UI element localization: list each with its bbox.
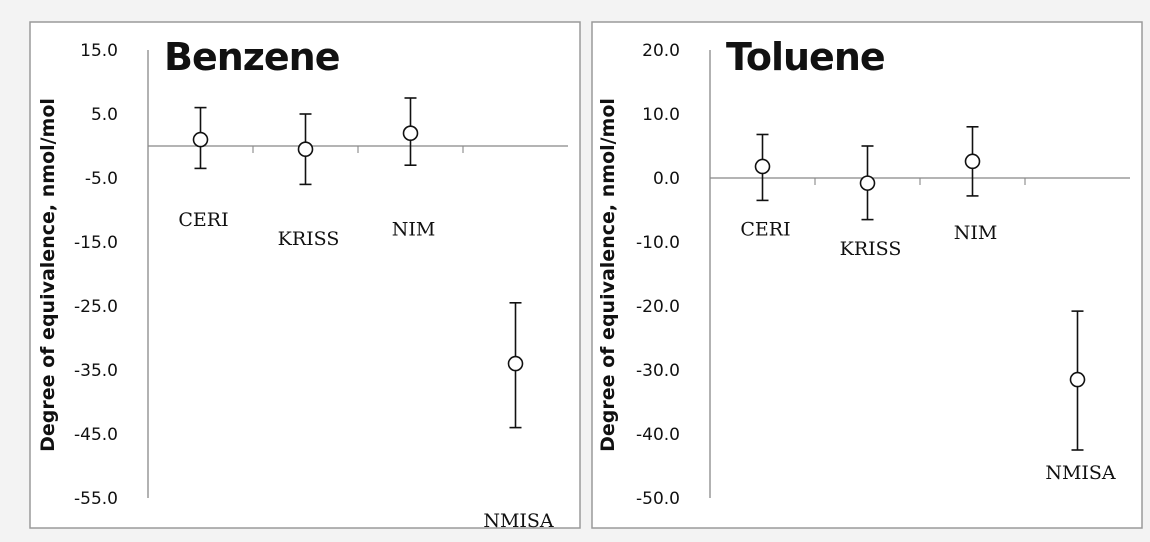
toluene-category-labels: CERI KRISS NIM NMISA — [740, 219, 1116, 484]
benzene-category-label-nmisa: NMISA — [483, 510, 554, 532]
toluene-y-tick-label: -50.0 — [636, 489, 680, 509]
toluene-y-axis-label: Degree of equivalence, nmol/mol — [597, 98, 619, 452]
toluene-y-tick-label: 0.0 — [653, 169, 680, 189]
toluene-y-tick-label: 20.0 — [642, 41, 680, 61]
toluene-data-marks — [754, 126, 1086, 451]
benzene-chart-title: Benzene — [164, 35, 340, 79]
benzene-y-tick-label: -55.0 — [74, 489, 118, 509]
toluene-point-ceri — [754, 133, 771, 202]
benzene-y-tick-label: 15.0 — [80, 41, 118, 61]
toluene-category-label-ceri: CERI — [740, 219, 790, 241]
benzene-y-axis-label: Degree of equivalence, nmol/mol — [37, 98, 59, 452]
benzene-category-label-nim: NIM — [392, 219, 436, 241]
benzene-marker-ceri — [192, 131, 209, 148]
benzene-category-label-ceri: CERI — [178, 209, 228, 231]
toluene-chart-title: Toluene — [726, 35, 885, 79]
benzene-y-ticks: 15.0 5.0 -5.0 -15.0 -25.0 -35.0 -45.0 -55.0 — [74, 41, 568, 509]
benzene-point-ceri — [192, 106, 209, 170]
toluene-category-label-nmisa: NMISA — [1045, 462, 1116, 484]
toluene-marker-nim — [964, 153, 981, 170]
benzene-y-tick-label: 5.0 — [91, 105, 118, 125]
toluene-point-nim — [964, 126, 981, 197]
toluene-y-tick-label: -10.0 — [636, 233, 680, 253]
toluene-panel-frame — [591, 21, 1143, 529]
benzene-point-nmisa — [507, 301, 524, 429]
benzene-y-tick-label: -15.0 — [74, 233, 118, 253]
toluene-point-kriss — [859, 145, 876, 221]
benzene-marker-nmisa — [507, 355, 524, 372]
toluene-marker-nmisa — [1069, 371, 1086, 388]
toluene-marker-kriss — [859, 175, 876, 191]
toluene-y-tick-label: -30.0 — [636, 361, 680, 381]
benzene-y-tick-label: -35.0 — [74, 361, 118, 381]
toluene-category-label-nim: NIM — [954, 222, 998, 244]
benzene-panel-frame — [29, 21, 581, 529]
benzene-y-tick-label: -45.0 — [74, 425, 118, 445]
toluene-y-tick-label: -40.0 — [636, 425, 680, 445]
benzene-point-nim — [402, 97, 419, 166]
benzene-y-tick-label: -5.0 — [85, 169, 118, 189]
benzene-data-marks — [192, 97, 524, 429]
benzene-y-tick-label: -25.0 — [74, 297, 118, 317]
toluene-y-tick-label: 10.0 — [642, 105, 680, 125]
toluene-marker-ceri — [754, 158, 771, 175]
benzene-category-label-kriss: KRISS — [278, 228, 340, 250]
benzene-marker-nim — [402, 125, 419, 141]
toluene-y-ticks: 20.0 10.0 0.0 -10.0 -20.0 -30.0 -40.0 -50.0 — [636, 41, 1130, 509]
toluene-panel: Degree of equivalence, nmol/mol Toluene … — [591, 21, 1143, 529]
benzene-marker-kriss — [297, 141, 314, 157]
toluene-y-tick-label: -20.0 — [636, 297, 680, 317]
benzene-category-labels: CERI KRISS NIM NMISA — [178, 209, 554, 532]
benzene-panel: Degree of equivalence, nmol/mol Benzene … — [29, 21, 581, 532]
toluene-point-nmisa — [1069, 310, 1086, 451]
benzene-point-kriss — [297, 113, 314, 186]
toluene-category-label-kriss: KRISS — [840, 238, 902, 260]
